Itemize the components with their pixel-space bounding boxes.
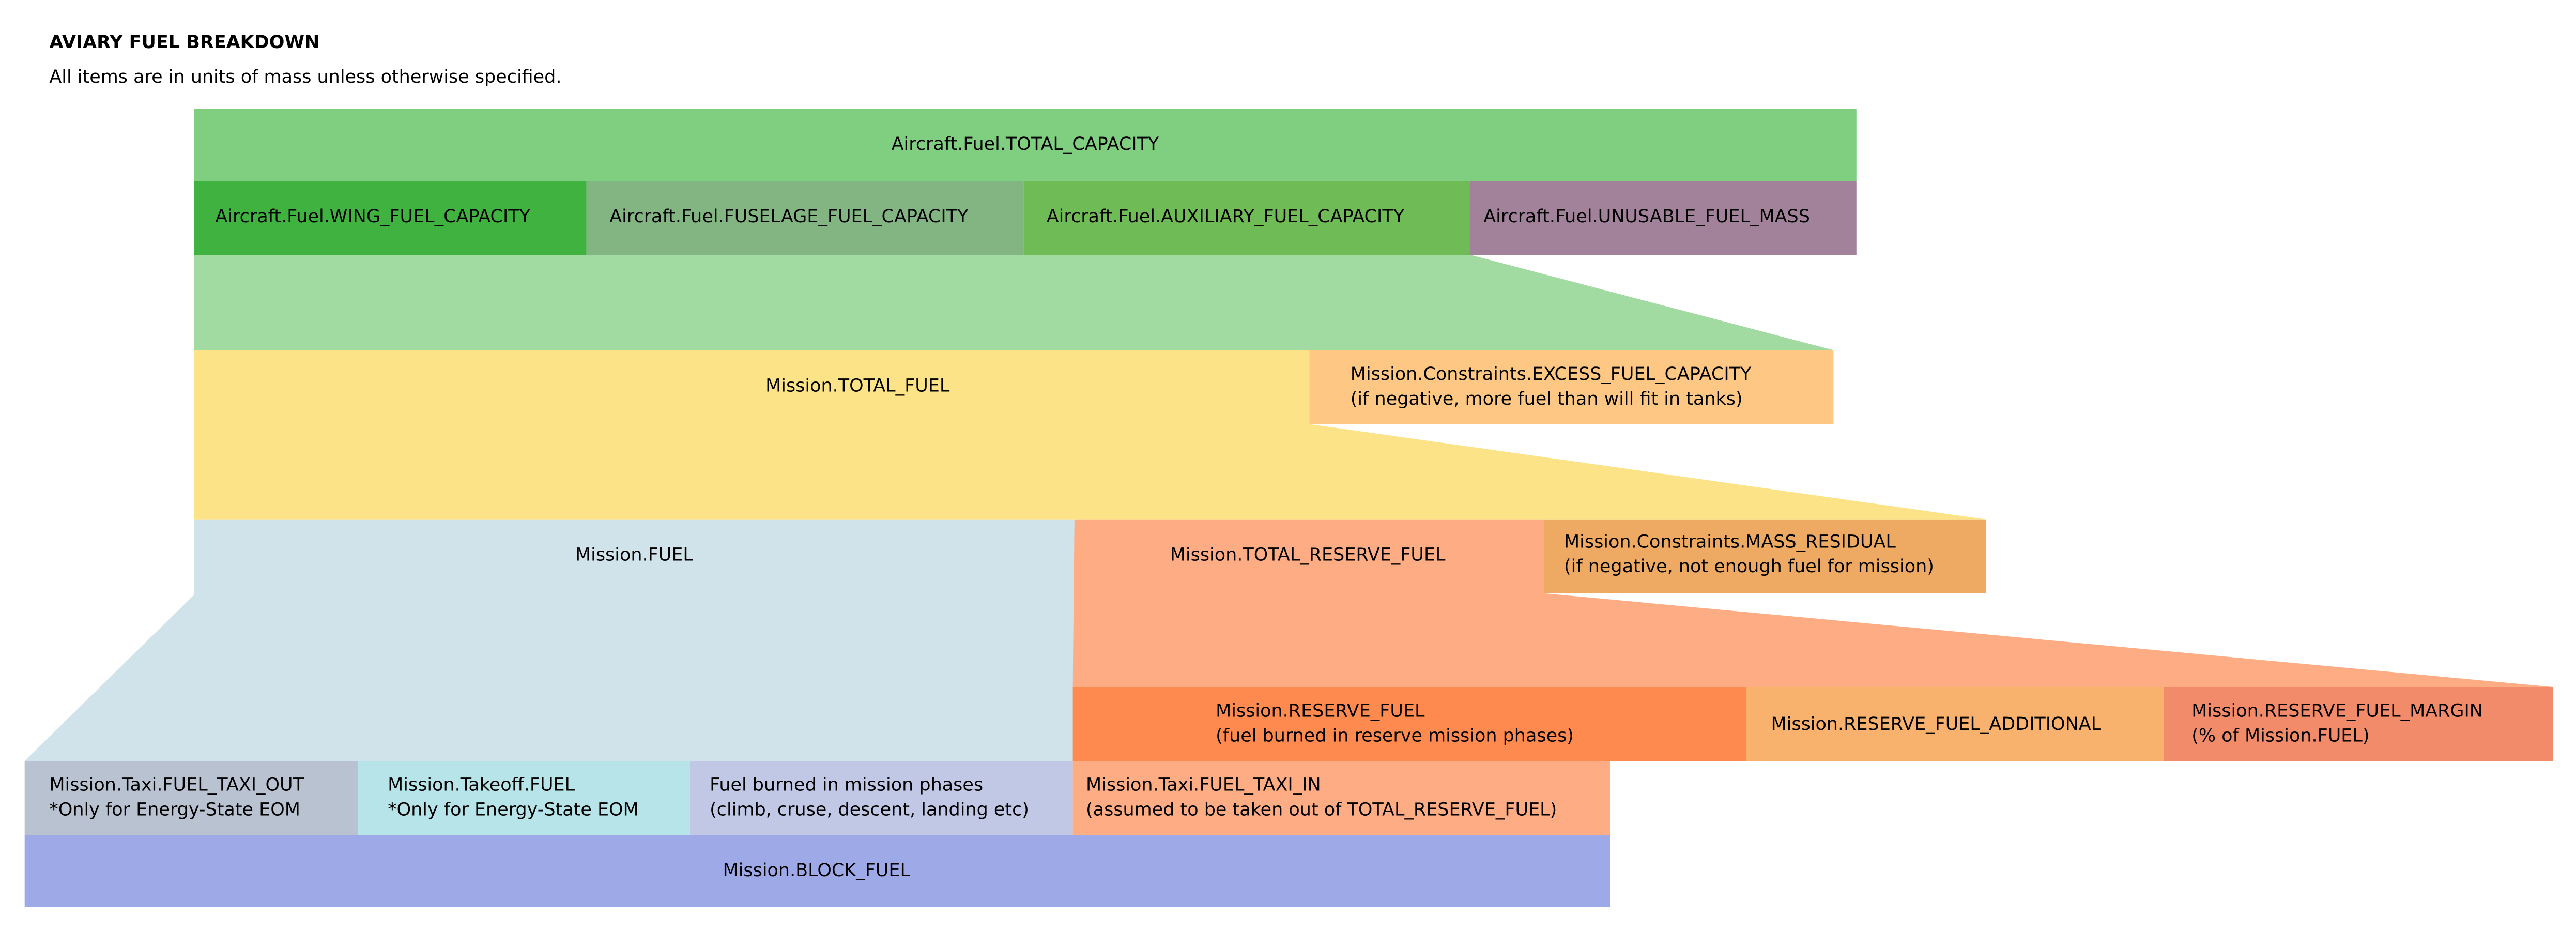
taxi-out-block <box>24 761 358 835</box>
excess-fuel-capacity-note: (if negative, more fuel than will fit in… <box>1351 389 1743 409</box>
excess-fuel-capacity-label: Mission.Constraints.EXCESS_FUEL_CAPACITY <box>1351 364 1752 385</box>
reserve-fuel-label: Mission.RESERVE_FUEL <box>1216 701 1425 722</box>
total-capacity-block <box>194 109 1857 181</box>
mission-phases-label: Fuel burned in mission phases <box>710 775 983 796</box>
fuselage-capacity-label: Aircraft.Fuel.FUSELAGE_FUEL_CAPACITY <box>609 206 969 227</box>
reserve-fuel-note: (fuel burned in reserve mission phases) <box>1216 725 1574 746</box>
mission-phases-block <box>690 761 1073 835</box>
taxi-in-note: (assumed to be taken out of TOTAL_RESERV… <box>1086 799 1557 820</box>
taxi-out-label: Mission.Taxi.FUEL_TAXI_OUT <box>49 775 304 796</box>
auxiliary-capacity-label: Aircraft.Fuel.AUXILIARY_FUEL_CAPACITY <box>1047 206 1405 227</box>
takeoff-fuel-block <box>358 761 690 835</box>
diagram-subtitle: All items are in units of mass unless ot… <box>49 67 561 87</box>
unusable-fuel-label: Aircraft.Fuel.UNUSABLE_FUEL_MASS <box>1483 206 1810 227</box>
mass-residual-note: (if negative, not enough fuel for missio… <box>1564 556 1934 577</box>
reserve-fuel-block <box>1072 687 1746 761</box>
mass-residual-block <box>1544 519 1986 593</box>
reserve-additional-label: Mission.RESERVE_FUEL_ADDITIONAL <box>1771 714 2102 735</box>
capacity-funnel <box>194 255 1834 350</box>
fuselage-capacity-block <box>586 181 1024 255</box>
reserve-margin-note: (% of Mission.FUEL) <box>2191 725 2369 746</box>
total-reserve-fuel-block <box>1072 519 2553 687</box>
reserve-margin-label: Mission.RESERVE_FUEL_MARGIN <box>2191 701 2483 722</box>
taxi-out-note: *Only for Energy-State EOM <box>49 799 300 820</box>
wing-capacity-block <box>194 181 587 255</box>
excess-fuel-capacity-block <box>1309 350 1834 424</box>
mission-fuel-label: Mission.FUEL <box>575 545 693 566</box>
wing-capacity-label: Aircraft.Fuel.WING_FUEL_CAPACITY <box>215 206 530 227</box>
block-fuel-label: Mission.BLOCK_FUEL <box>723 860 911 881</box>
taxi-in-label: Mission.Taxi.FUEL_TAXI_IN <box>1086 775 1321 796</box>
total-fuel-label: Mission.TOTAL_FUEL <box>765 375 950 396</box>
total-fuel-block <box>194 350 1986 520</box>
mission-fuel-block <box>24 519 1075 761</box>
auxiliary-capacity-block <box>1023 181 1470 255</box>
reserve-margin-block <box>2164 687 2553 761</box>
mass-residual-label: Mission.Constraints.MASS_RESIDUAL <box>1564 531 1896 552</box>
mission-phases-note: (climb, cruse, descent, landing etc) <box>710 799 1029 820</box>
diagram-title: AVIARY FUEL BREAKDOWN <box>49 32 319 53</box>
takeoff-fuel-note: *Only for Energy-State EOM <box>388 799 639 820</box>
reserve-additional-block <box>1746 687 2164 761</box>
total-reserve-fuel-label: Mission.TOTAL_RESERVE_FUEL <box>1170 545 1446 566</box>
block-fuel-block <box>24 835 1611 907</box>
taxi-in-block <box>1072 761 1610 835</box>
unusable-fuel-block <box>1470 181 1857 255</box>
total-capacity-label: Aircraft.Fuel.TOTAL_CAPACITY <box>892 134 1159 155</box>
takeoff-fuel-label: Mission.Takeoff.FUEL <box>388 775 575 796</box>
